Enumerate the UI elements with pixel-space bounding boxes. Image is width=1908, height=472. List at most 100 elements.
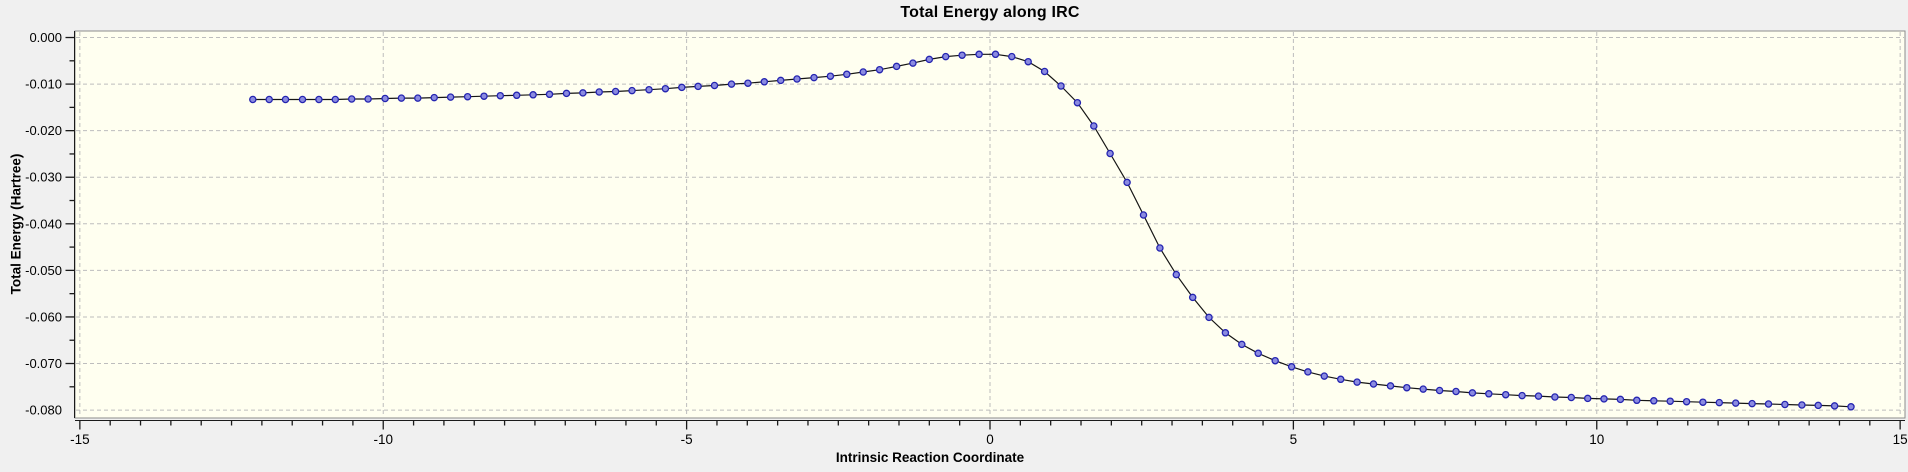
data-point-marker[interactable] [545,90,554,99]
data-point-marker[interactable] [331,95,340,104]
data-point-marker[interactable] [1419,385,1427,393]
data-point-marker[interactable] [941,52,950,61]
data-point-marker[interactable] [1403,383,1411,392]
data-point-marker[interactable] [1600,395,1608,403]
data-point-marker[interactable] [1583,394,1592,403]
data-point-marker[interactable] [315,95,323,104]
data-point-marker[interactable] [1518,391,1526,400]
data-point-marker[interactable] [991,50,1000,59]
data-point-marker[interactable] [628,86,636,95]
data-point-marker[interactable] [1764,400,1773,408]
data-point-marker[interactable] [1485,390,1493,398]
data-point-marker[interactable] [1715,398,1724,407]
data-point-marker[interactable] [843,70,851,79]
data-point-marker[interactable] [496,91,505,100]
data-point-marker[interactable] [744,79,752,87]
data-point-marker[interactable] [1666,397,1674,405]
data-point-marker[interactable] [958,51,966,59]
data-point-marker[interactable] [430,93,438,102]
data-point-marker[interactable] [480,92,488,100]
data-point-marker[interactable] [1468,389,1477,397]
data-point-marker[interactable] [265,95,273,104]
data-point-marker[interactable] [1156,244,1164,252]
data-point-marker[interactable] [1567,393,1576,402]
data-point-marker[interactable] [1781,400,1789,409]
data-point-marker[interactable] [463,92,472,101]
data-point-marker[interactable] [611,87,620,96]
data-point-marker[interactable] [892,62,901,71]
data-point-marker[interactable] [1188,293,1197,302]
data-point-marker[interactable] [776,76,785,85]
data-point-marker[interactable] [381,94,389,103]
data-point-marker[interactable] [661,84,670,93]
data-point-marker[interactable] [1090,122,1098,130]
data-point-marker[interactable] [1551,393,1559,401]
data-point-marker[interactable] [1699,398,1707,406]
data-point-marker[interactable] [414,94,422,102]
data-point-marker[interactable] [1139,211,1148,219]
data-point-marker[interactable] [595,88,603,96]
data-point-marker[interactable] [1238,340,1246,349]
data-point-marker[interactable] [1435,386,1444,395]
data-point-marker[interactable] [975,50,983,59]
data-point-marker[interactable] [1304,368,1312,376]
data-point-marker[interactable] [1221,329,1230,337]
data-point-marker[interactable] [1008,52,1016,61]
data-point-marker[interactable] [1040,67,1049,76]
data-point-marker[interactable] [1287,363,1296,371]
data-point-marker[interactable] [397,94,406,102]
data-point-marker[interactable] [1452,387,1460,396]
data-point-marker[interactable] [1106,149,1114,158]
data-point-marker[interactable] [859,68,867,76]
data-point-marker[interactable] [1369,380,1378,388]
data-point-marker[interactable] [1633,396,1641,405]
data-point-marker[interactable] [694,82,702,91]
data-point-marker[interactable] [298,95,307,104]
data-point-marker[interactable] [727,80,736,88]
data-point-marker[interactable] [1123,178,1131,187]
data-point-marker[interactable] [1353,378,1361,386]
data-point-marker[interactable] [1534,392,1543,400]
data-point-marker[interactable] [1650,397,1658,405]
data-point-marker[interactable] [512,91,521,100]
data-point-marker[interactable] [1073,98,1082,107]
data-point-marker[interactable] [1057,82,1065,90]
data-point-marker[interactable] [1386,382,1395,390]
data-point-marker[interactable] [710,81,719,90]
data-point-marker[interactable] [562,89,571,98]
data-point-marker[interactable] [793,75,801,83]
data-point-marker[interactable] [1847,403,1855,411]
data-point-marker[interactable] [810,73,818,82]
data-point-marker[interactable] [1616,395,1625,404]
data-point-marker[interactable] [1814,401,1822,410]
data-point-marker[interactable] [1320,372,1329,380]
data-point-marker[interactable] [1172,270,1181,279]
data-point-marker[interactable] [1254,349,1262,358]
data-point-marker[interactable] [1748,399,1756,408]
data-point-marker[interactable] [645,85,653,94]
data-point-marker[interactable] [1830,402,1839,410]
data-point-marker[interactable] [364,95,372,103]
data-point-marker[interactable] [347,95,356,103]
data-point-marker[interactable] [1731,399,1740,407]
x-tick-label: 15 [1893,432,1908,447]
y-tick-label: -0.070 [25,356,62,371]
data-point-marker[interactable] [579,89,587,97]
data-point-marker[interactable] [249,95,257,104]
data-point-marker[interactable] [1205,313,1213,322]
data-point-marker[interactable] [446,93,455,101]
data-point-marker[interactable] [1271,356,1279,365]
data-point-marker[interactable] [1024,57,1032,66]
data-point-marker[interactable] [875,65,884,74]
data-point-marker[interactable] [529,91,537,99]
data-point-marker[interactable] [678,83,686,92]
data-point-marker[interactable] [826,72,835,80]
data-point-marker[interactable] [1798,401,1806,409]
data-point-marker[interactable] [1336,375,1345,384]
data-point-marker[interactable] [281,95,290,104]
data-point-marker[interactable] [925,55,934,64]
data-point-marker[interactable] [760,78,769,86]
data-point-marker[interactable] [1501,390,1510,399]
data-point-marker[interactable] [1682,397,1691,406]
data-point-marker[interactable] [909,59,917,67]
